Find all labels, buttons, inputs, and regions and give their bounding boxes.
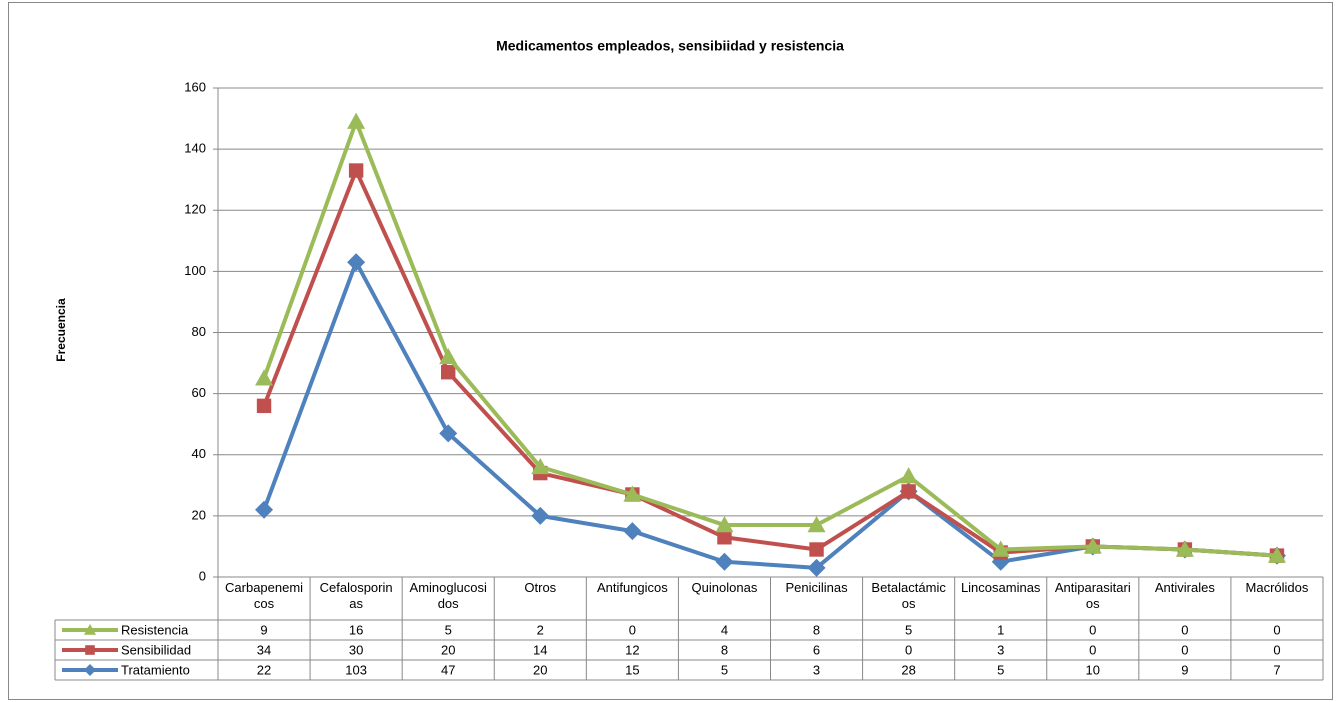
marker (809, 542, 824, 557)
table-value: 6 (813, 642, 820, 657)
table-value: 8 (721, 642, 728, 657)
x-tick-label: Quinolonas (691, 580, 758, 595)
table-value: 5 (905, 622, 912, 637)
y-tick-label: 20 (192, 507, 206, 522)
table-value: 103 (345, 662, 367, 677)
marker (1175, 540, 1194, 557)
marker (899, 467, 918, 484)
legend-label: Sensibilidad (121, 642, 191, 657)
table-value: 28 (901, 662, 915, 677)
chart-border (8, 2, 1333, 700)
table-value: 0 (905, 642, 912, 657)
x-tick-label: Antivirales (1154, 580, 1215, 595)
table-value: 8 (813, 622, 820, 637)
table-value: 3 (997, 642, 1004, 657)
marker (715, 552, 734, 571)
table-value: 9 (1181, 662, 1188, 677)
legend-marker (84, 624, 96, 635)
table-value: 15 (625, 662, 639, 677)
table-value: 14 (533, 642, 547, 657)
chart-title: Medicamentos empleados, sensibiidad y re… (496, 38, 844, 54)
y-tick-label: 160 (184, 79, 206, 94)
table-value: 0 (1089, 622, 1096, 637)
table-value: 16 (349, 622, 363, 637)
legend-label: Resistencia (121, 622, 189, 637)
table-value: 30 (349, 642, 363, 657)
table-value: 0 (1273, 622, 1280, 637)
table-value: 0 (1089, 642, 1096, 657)
table-value: 20 (533, 662, 547, 677)
x-tick-label: Carbapenemicos (225, 580, 304, 611)
marker (531, 457, 550, 475)
table-value: 34 (257, 642, 271, 657)
legend-marker (85, 645, 95, 655)
marker (347, 112, 366, 129)
marker (256, 398, 272, 414)
table-value: 1 (997, 622, 1004, 637)
marker (807, 558, 826, 577)
marker (347, 253, 366, 272)
marker (901, 484, 916, 499)
x-tick-label: Aminoglucosidos (409, 580, 487, 611)
marker (255, 500, 274, 519)
table-value: 22 (257, 662, 271, 677)
table-value: 5 (721, 662, 728, 677)
marker (623, 485, 642, 502)
marker (255, 369, 274, 386)
x-tick-label: Penicilinas (785, 580, 848, 595)
marker (715, 516, 734, 533)
table-value: 5 (997, 662, 1004, 677)
y-tick-label: 0 (199, 568, 206, 583)
marker (439, 347, 458, 365)
y-axis-label: Frecuencia (54, 298, 68, 362)
legend-label: Tratamiento (121, 662, 190, 677)
x-tick-label: Betalactámicos (871, 580, 946, 611)
table-value: 9 (260, 622, 267, 637)
x-tick-label: Cefalosporinas (319, 580, 393, 611)
y-tick-label: 120 (184, 202, 206, 217)
marker (623, 522, 642, 541)
table-value: 0 (629, 622, 636, 637)
table-value: 5 (445, 622, 452, 637)
legend-marker (84, 664, 96, 676)
table-value: 0 (1273, 642, 1280, 657)
x-tick-label: Antiparasitarios (1054, 580, 1131, 611)
marker (1267, 546, 1286, 563)
table-value: 2 (537, 622, 544, 637)
series-line (262, 119, 1278, 558)
table-value: 0 (1181, 622, 1188, 637)
y-tick-label: 60 (192, 385, 206, 400)
marker (348, 163, 364, 178)
table-value: 3 (813, 662, 820, 677)
marker (439, 424, 458, 443)
y-tick-label: 100 (184, 263, 206, 278)
y-tick-label: 140 (184, 141, 206, 156)
marker (991, 540, 1010, 557)
x-tick-label: Otros (524, 580, 557, 595)
table-value: 4 (721, 622, 728, 637)
y-tick-label: 80 (192, 324, 206, 339)
x-tick-label: Antifungicos (596, 580, 668, 595)
marker (1083, 537, 1102, 554)
marker (807, 516, 826, 533)
marker (441, 365, 456, 380)
table-value: 7 (1273, 662, 1280, 677)
y-tick-label: 40 (192, 446, 206, 461)
table-value: 12 (625, 642, 639, 657)
x-tick-label: Macrólidos (1245, 580, 1309, 595)
marker (717, 530, 732, 545)
table-value: 0 (1181, 642, 1188, 657)
marker (531, 506, 550, 525)
table-value: 20 (441, 642, 455, 657)
table-value: 47 (441, 662, 455, 677)
x-tick-label: Lincosaminas (960, 580, 1041, 595)
table-value: 10 (1086, 662, 1100, 677)
